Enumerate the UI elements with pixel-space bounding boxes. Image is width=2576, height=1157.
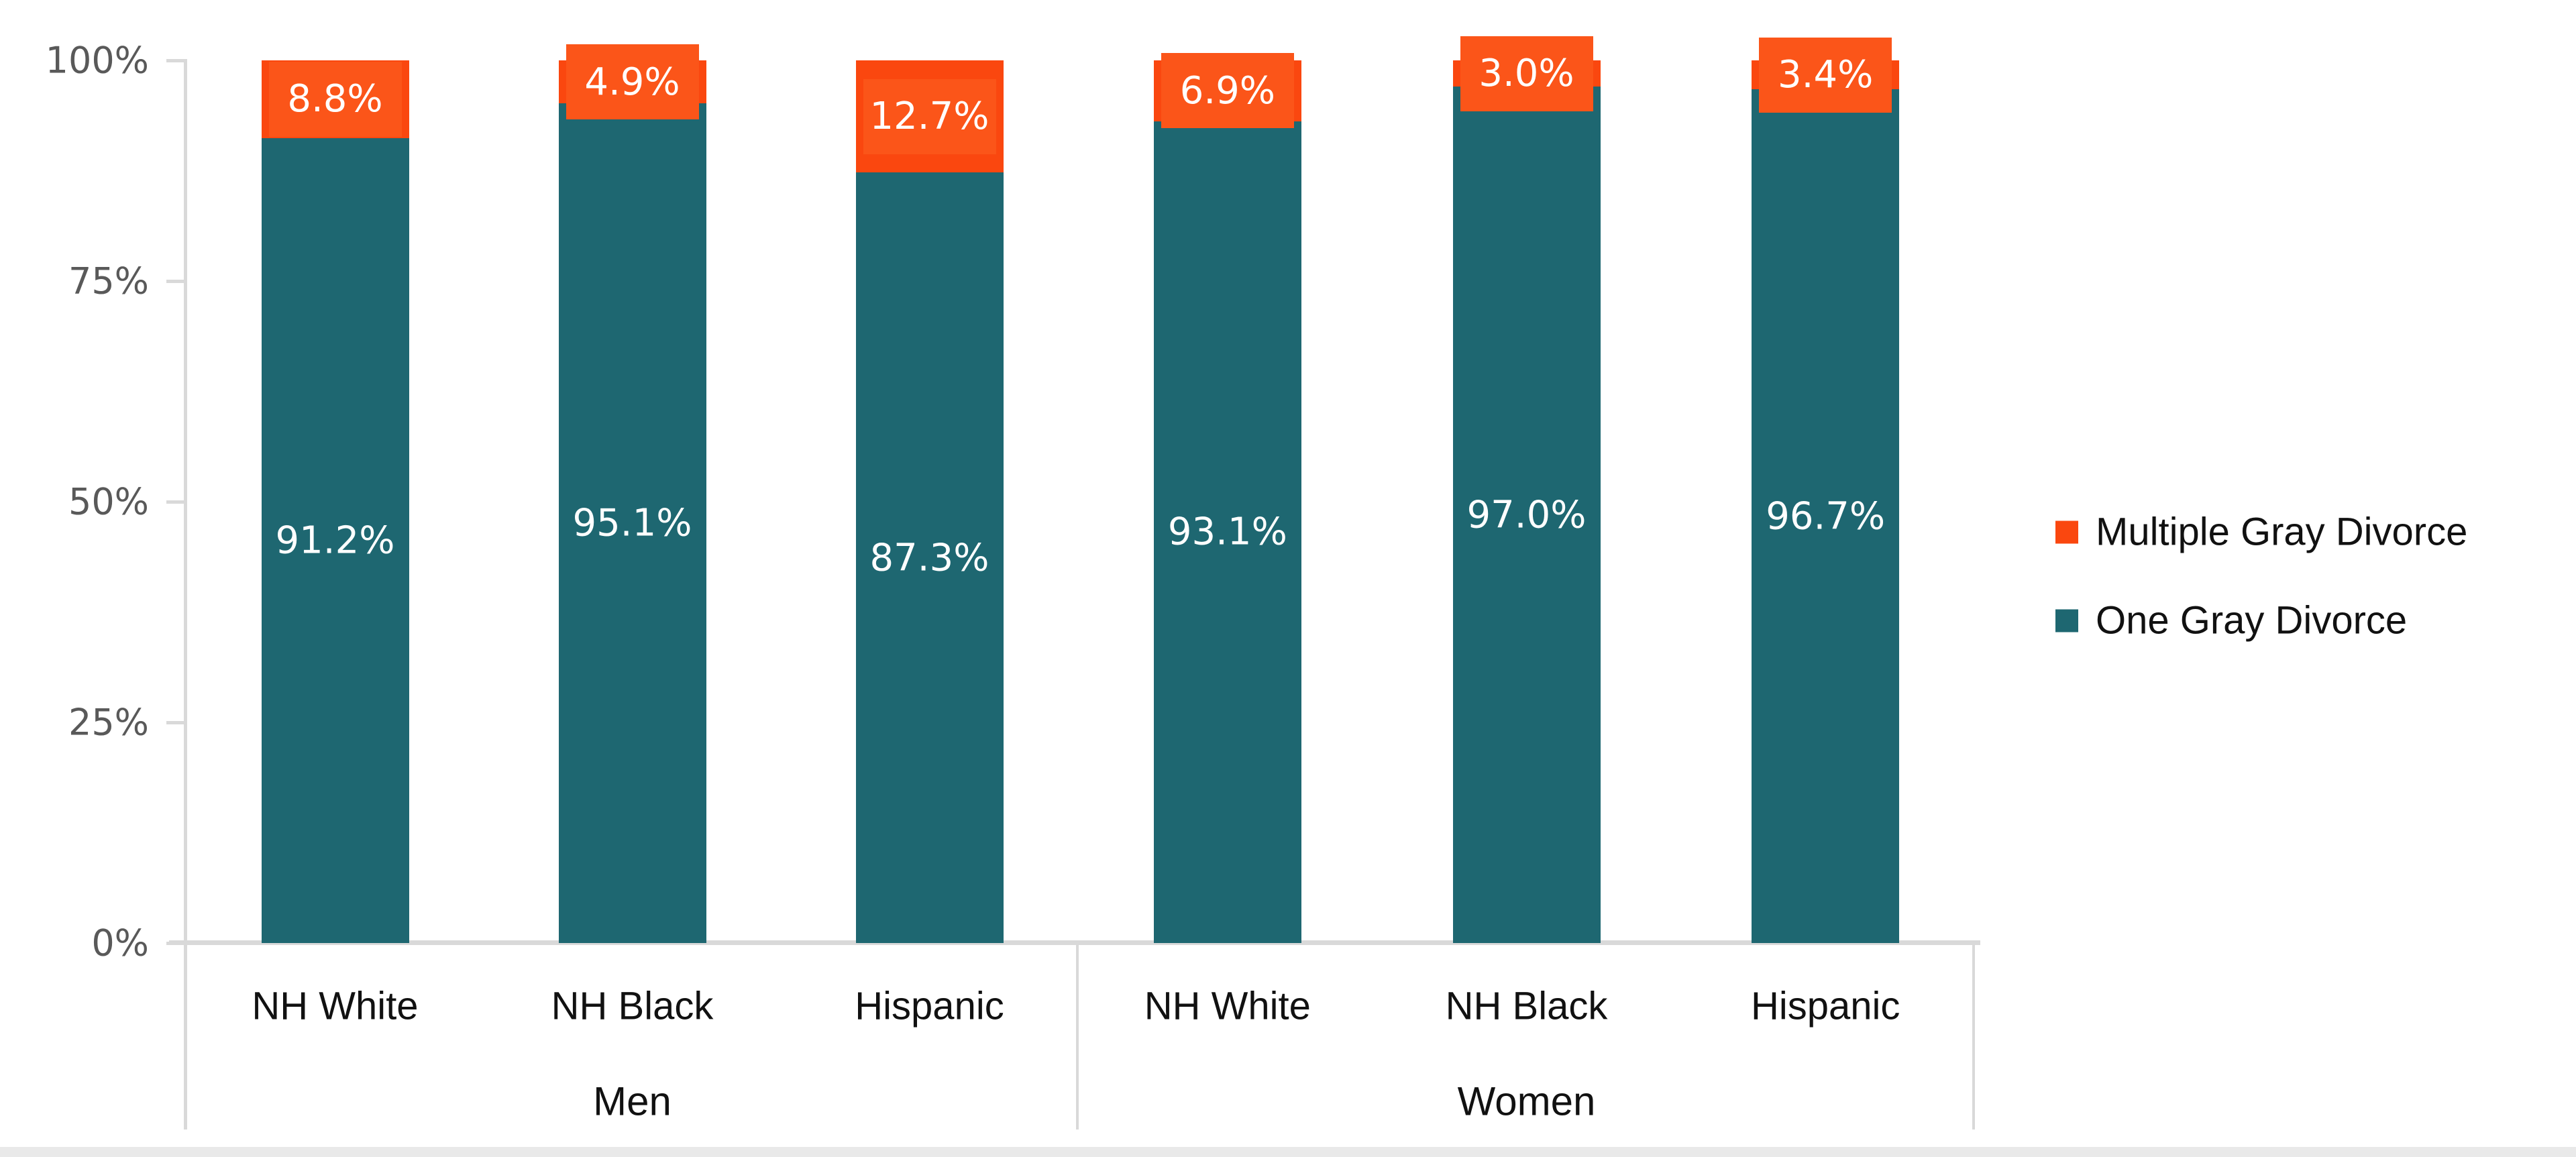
y-axis-tick-mark: [166, 500, 186, 504]
legend-swatch-orange-icon: [2055, 520, 2078, 543]
y-axis-tick-mark: [166, 280, 186, 283]
y-axis-tick-label: 0%: [91, 922, 149, 965]
y-axis-tick-label: 50%: [68, 480, 149, 523]
group-divider-line: [1076, 943, 1079, 1130]
data-label-multiple-gray-divorce: 12.7%: [863, 78, 996, 154]
legend-item-one-gray-divorce: One Gray Divorce: [2055, 598, 2407, 643]
category-label: NH Black: [1445, 984, 1608, 1028]
group-label: Women: [1457, 1079, 1596, 1124]
data-label-one-gray-divorce: 87.3%: [869, 536, 989, 580]
y-axis-tick-label: 75%: [68, 260, 149, 302]
y-axis-tick-label: 25%: [68, 701, 149, 744]
bar-segment-one-gray-divorce: [855, 172, 1004, 943]
category-label: NH White: [252, 984, 419, 1028]
bar-segment-one-gray-divorce: [1153, 121, 1301, 943]
category-label: Hispanic: [1750, 984, 1900, 1028]
bar-segment-one-gray-divorce: [1452, 87, 1601, 943]
data-label-one-gray-divorce: 96.7%: [1766, 494, 1886, 539]
y-axis-tick-mark: [166, 721, 186, 724]
data-label-one-gray-divorce: 91.2%: [275, 518, 395, 563]
category-box-right-border: [1972, 943, 1975, 1130]
group-label: Men: [593, 1079, 672, 1124]
bottom-edge-strip: [0, 1147, 2576, 1157]
data-label-one-gray-divorce: 93.1%: [1167, 510, 1287, 554]
bar-segment-one-gray-divorce: [1752, 89, 1900, 943]
category-label: NH Black: [551, 984, 714, 1028]
legend-label: One Gray Divorce: [2096, 598, 2408, 643]
y-axis-tick-label: 100%: [45, 39, 149, 82]
x-axis-baseline: [169, 940, 1980, 945]
bar-segment-one-gray-divorce: [558, 103, 706, 943]
data-label-multiple-gray-divorce: 8.8%: [268, 61, 402, 137]
data-label-one-gray-divorce: 97.0%: [1466, 493, 1587, 537]
data-label-multiple-gray-divorce: 3.4%: [1759, 37, 1892, 113]
data-label-one-gray-divorce: 95.1%: [572, 501, 692, 545]
y-axis-tick-mark: [166, 59, 186, 62]
y-axis-line: [184, 59, 187, 1130]
data-label-multiple-gray-divorce: 6.9%: [1161, 53, 1294, 129]
bar-segment-one-gray-divorce: [261, 137, 409, 943]
category-label: NH White: [1144, 984, 1311, 1028]
legend-label: Multiple Gray Divorce: [2096, 510, 2468, 554]
category-label: Hispanic: [855, 984, 1004, 1028]
data-label-multiple-gray-divorce: 3.0%: [1460, 36, 1593, 111]
legend-swatch-teal-icon: [2055, 609, 2078, 632]
data-label-multiple-gray-divorce: 4.9%: [566, 44, 699, 120]
legend: Multiple Gray Divorce One Gray Divorce: [2055, 0, 2572, 1157]
legend-item-multiple-gray-divorce: Multiple Gray Divorce: [2055, 510, 2467, 555]
